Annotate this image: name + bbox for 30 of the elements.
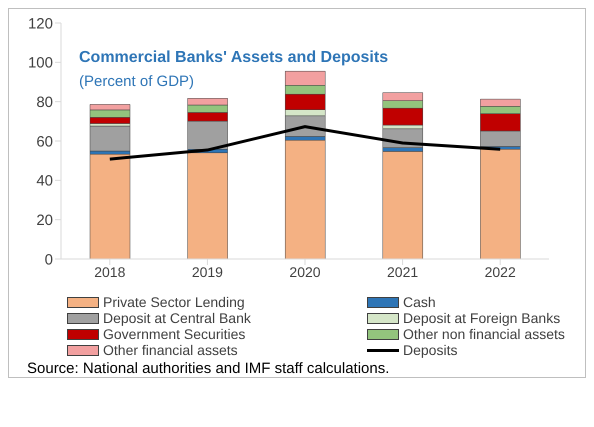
source-note: Source: National authorities and IMF staff calculations. <box>27 360 390 377</box>
y-tick-label: 100 <box>28 54 53 72</box>
legend-label: Deposit at Central Bank <box>103 310 251 326</box>
text: (Percent of GDP) <box>79 73 196 90</box>
x-tick-label: 2020 <box>289 264 321 280</box>
legend-label: Deposit at Foreign Banks <box>403 310 560 326</box>
x-tick-label: 2019 <box>192 264 224 280</box>
line-series <box>108 125 502 161</box>
x-tick-label: 2022 <box>484 264 516 280</box>
text: Commercial Banks' Assets and Deposits <box>79 49 388 67</box>
y-tick-label: 120 <box>28 15 53 32</box>
bar <box>90 154 130 259</box>
bar <box>187 152 228 259</box>
legend-label: Private Sector Lending <box>103 294 245 310</box>
y-tick-label: 80 <box>36 94 53 111</box>
legend-label: Government Securities <box>103 326 246 342</box>
y-tick-label: 60 <box>36 133 53 150</box>
x-tick-label: 2018 <box>94 264 126 280</box>
x-tick-label: 2021 <box>387 264 418 280</box>
y-tick-label: 20 <box>36 212 53 229</box>
y-tick-label: 40 <box>36 172 53 190</box>
legend-label: Other financial assets <box>103 342 238 358</box>
bar <box>284 140 326 259</box>
legend-label: Deposits <box>403 342 458 358</box>
legend-label: Other non financial assets <box>403 326 565 342</box>
bar <box>90 126 130 152</box>
y-tick-label: 0 <box>44 251 53 268</box>
bar <box>382 151 424 259</box>
legend-label: Cash <box>403 294 436 310</box>
bar <box>480 149 521 259</box>
